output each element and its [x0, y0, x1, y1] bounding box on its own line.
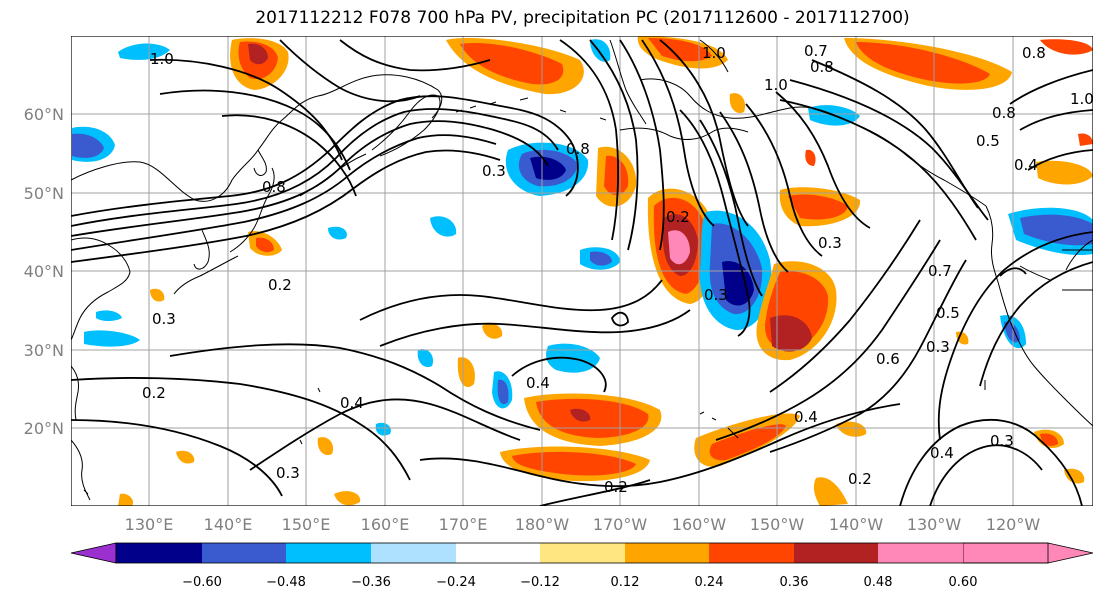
contour-label: 0.8 [992, 104, 1016, 122]
contour-label: 0.3 [818, 234, 842, 252]
colorbar-segment [878, 543, 963, 563]
contour-label: 1.0 [702, 44, 726, 62]
colorbar: −0.60 −0.48 −0.36 −0.24 −0.12 0.12 0.24 … [70, 542, 1094, 590]
contour-label: 0.7 [928, 262, 952, 280]
lon-label: 150°W [750, 515, 805, 534]
contour-label: 1.0 [1070, 90, 1094, 108]
colorbar-extend-high [962, 542, 1094, 564]
contour-label: 0.8 [566, 140, 590, 158]
colorbar-frame [115, 542, 1049, 564]
lat-label-20: 20°N [24, 419, 64, 438]
colorbar-segment [116, 543, 202, 563]
colorbar-segment [794, 543, 878, 563]
contour-label: 0.7 [804, 42, 828, 60]
lat-label-30: 30°N [24, 341, 64, 360]
pv-contours [71, 39, 1093, 506]
lon-label: 140°W [829, 515, 884, 534]
contour-label: 1.0 [150, 50, 174, 68]
lon-label: 130°E [125, 515, 174, 534]
contour-labels: 1.0 1.0 0.7 0.8 0.8 1.0 0.8 1.0 0.5 0.4 … [142, 42, 1094, 496]
contour-label: 0.8 [1022, 44, 1046, 62]
contour-label: 0.4 [794, 408, 818, 426]
colorbar-tick-label: −0.36 [351, 575, 391, 590]
contour-label: 0.2 [848, 470, 872, 488]
colorbar-segment [286, 543, 371, 563]
contour-label: 0.2 [142, 384, 166, 402]
contour-label: 0.4 [1014, 156, 1038, 174]
lat-label-60: 60°N [24, 105, 64, 124]
contour-label: 0.4 [526, 374, 550, 392]
colorbar-tick-label: −0.60 [182, 575, 222, 590]
colorbar-segment [456, 543, 540, 563]
lat-label-40: 40°N [24, 262, 64, 281]
colorbar-segment [709, 543, 794, 563]
contour-label: 0.3 [926, 338, 950, 356]
contour-label: 0.3 [482, 162, 506, 180]
lon-label: 150°E [282, 515, 331, 534]
colorbar-segment [202, 543, 286, 563]
colorbar-tick-label: −0.12 [520, 575, 560, 590]
contour-label: 0.2 [268, 276, 292, 294]
contour-label: 0.2 [604, 478, 628, 496]
contour-label: 0.8 [810, 58, 834, 76]
contour-label: 0.5 [936, 304, 960, 322]
colorbar-tick-label: −0.24 [436, 575, 476, 590]
lon-label: 160°W [672, 515, 727, 534]
contour-label: 0.2 [666, 208, 690, 226]
map-title: 2017112212 F078 700 hPa PV, precipitatio… [255, 8, 910, 28]
contour-label: 0.3 [990, 432, 1014, 450]
lon-label: 170°E [439, 515, 488, 534]
map-plot-area[interactable]: 1.0 1.0 0.7 0.8 0.8 1.0 0.8 1.0 0.5 0.4 … [71, 36, 1094, 506]
lon-label: 140°E [204, 515, 253, 534]
colorbar-tick-label: 0.60 [949, 575, 978, 590]
contour-label: 0.8 [262, 178, 286, 196]
contour-label: 0.5 [976, 132, 1000, 150]
contour-label: 0.3 [704, 286, 728, 304]
contour-label: 0.6 [876, 350, 900, 368]
colorbar-extend-low [70, 542, 117, 564]
precipitation-shading [72, 36, 1093, 506]
lon-label: 170°W [593, 515, 648, 534]
lon-label: 180°W [515, 515, 570, 534]
longitude-labels: 130°E 140°E 150°E 160°E 170°E 180°W 170°… [125, 515, 1041, 534]
colorbar-tick-label: 0.24 [695, 575, 724, 590]
contour-label: 0.3 [152, 310, 176, 328]
lon-label: 160°E [361, 515, 410, 534]
colorbar-tick-label: 0.36 [780, 575, 809, 590]
lon-label: 120°W [986, 515, 1041, 534]
contour-label: 1.0 [764, 76, 788, 94]
colorbar-segment [540, 543, 625, 563]
colorbar-segment [371, 543, 456, 563]
colorbar-segment [625, 543, 709, 563]
contour-label: 0.4 [930, 444, 954, 462]
graticule [71, 36, 1093, 506]
lon-label: 130°W [907, 515, 962, 534]
colorbar-tick-label: −0.48 [266, 575, 306, 590]
contour-label: 0.4 [340, 394, 364, 412]
contour-label: 0.3 [276, 464, 300, 482]
latitude-labels: 60°N 50°N 40°N 30°N 20°N [24, 105, 64, 438]
colorbar-tick-label: 0.48 [864, 575, 893, 590]
lat-label-50: 50°N [24, 184, 64, 203]
colorbar-tick-label: 0.12 [611, 575, 640, 590]
